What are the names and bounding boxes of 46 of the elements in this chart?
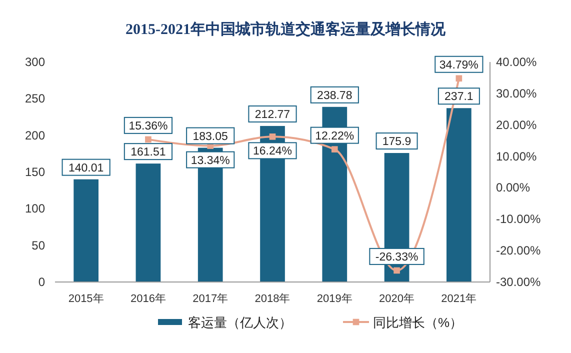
x-tick-label: 2015年 bbox=[68, 293, 104, 305]
data-label: -26.33% bbox=[375, 251, 418, 264]
data-label: 13.34% bbox=[190, 154, 230, 167]
bar bbox=[446, 108, 472, 282]
data-label: 140.01 bbox=[68, 162, 104, 174]
x-tick-label: 2016年 bbox=[130, 293, 166, 305]
legend-label: 同比增长（%） bbox=[373, 315, 463, 330]
data-label: 12.22% bbox=[315, 130, 354, 142]
chart-title: 2015-2021年中国城市轨道交通客运量及增长情况 bbox=[126, 20, 446, 38]
bar bbox=[136, 164, 161, 282]
point bbox=[145, 136, 152, 143]
x-tick-label: 2019年 bbox=[316, 293, 352, 305]
point bbox=[269, 134, 276, 140]
point bbox=[456, 75, 462, 82]
y-tick-label: 150 bbox=[24, 165, 46, 179]
point bbox=[394, 267, 400, 274]
bar bbox=[74, 179, 98, 282]
data-label: 175.9 bbox=[382, 136, 412, 148]
y2-tick-label: 20.00% bbox=[496, 118, 538, 132]
y2-tick-label: -30.00% bbox=[496, 275, 542, 289]
y-tick-label: 200 bbox=[24, 128, 46, 142]
data-label: 16.24% bbox=[252, 146, 292, 158]
legend-label: 客运量（亿人次） bbox=[188, 315, 292, 330]
y2-tick-label: 30.00% bbox=[496, 86, 538, 100]
data-label: 183.05 bbox=[192, 130, 228, 143]
y-tick-label: 100 bbox=[24, 202, 46, 216]
data-label: 161.51 bbox=[130, 146, 166, 159]
point bbox=[331, 146, 338, 152]
y2-tick-label: -10.00% bbox=[496, 212, 542, 226]
data-label: 237.1 bbox=[444, 91, 474, 104]
data-label: 212.77 bbox=[254, 108, 290, 121]
y-tick-label: 250 bbox=[24, 92, 46, 106]
data-label: 15.36% bbox=[128, 120, 168, 132]
y-tick-label: 50 bbox=[32, 238, 46, 252]
x-tick-label: 2020年 bbox=[379, 293, 415, 305]
y2-tick-label: 40.00% bbox=[496, 55, 538, 69]
x-tick-label: 2021年 bbox=[441, 293, 477, 305]
y-tick-label: 300 bbox=[24, 55, 46, 69]
data-label: 34.79% bbox=[439, 59, 478, 72]
data-label: 238.78 bbox=[317, 90, 352, 102]
x-tick-label: 2017年 bbox=[192, 293, 228, 305]
y2-tick-label: -20.00% bbox=[496, 244, 542, 258]
y2-tick-label: 0.00% bbox=[496, 180, 530, 195]
y-tick-label: 0 bbox=[38, 275, 46, 289]
y2-tick-label: 10.00% bbox=[496, 149, 538, 164]
x-tick-label: 2018年 bbox=[254, 293, 290, 305]
